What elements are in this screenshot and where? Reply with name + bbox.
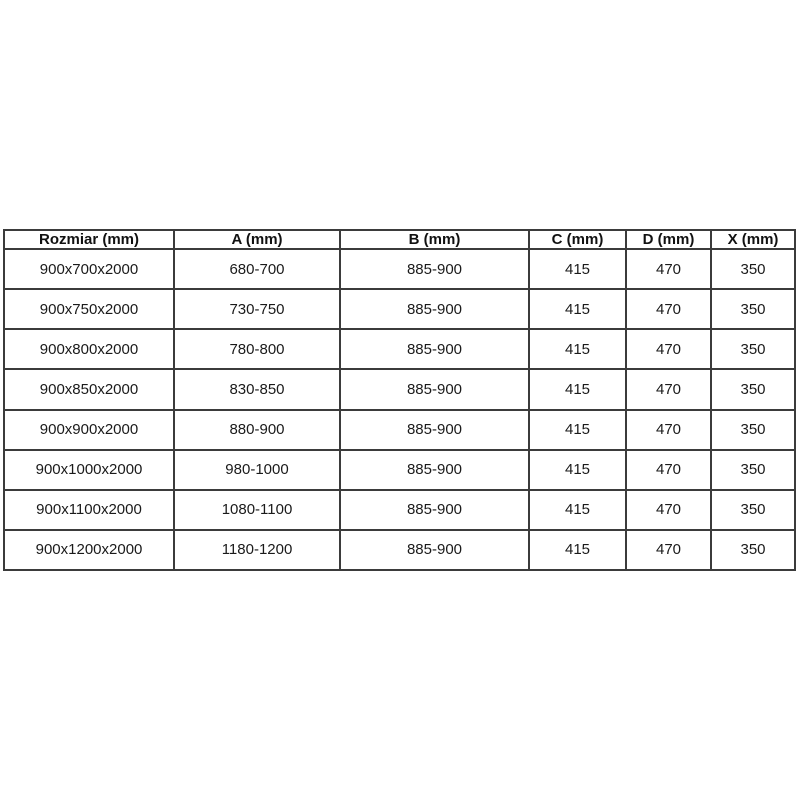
table-cell: 885-900 xyxy=(339,528,530,572)
column-header-rozmiar: Rozmiar (mm) xyxy=(3,229,175,250)
table-cell: 885-900 xyxy=(339,368,530,411)
table-cell: 980-1000 xyxy=(173,448,341,491)
table-cell: 470 xyxy=(625,408,712,451)
table-cell: 885-900 xyxy=(339,288,530,331)
column-header-x: X (mm) xyxy=(710,229,796,250)
table-cell: 350 xyxy=(710,368,796,411)
table-row: 900x800x2000 780-800 885-900 415 470 350 xyxy=(3,328,796,371)
table-cell: 470 xyxy=(625,488,712,531)
table-cell: 900x1100x2000 xyxy=(3,488,175,531)
table-cell: 415 xyxy=(528,288,627,331)
table-row: 900x900x2000 880-900 885-900 415 470 350 xyxy=(3,408,796,451)
table-cell: 780-800 xyxy=(173,328,341,371)
table-cell: 900x1000x2000 xyxy=(3,448,175,491)
column-header-b: B (mm) xyxy=(339,229,530,250)
table-cell: 350 xyxy=(710,288,796,331)
table-cell: 1180-1200 xyxy=(173,528,341,572)
table-row: 900x1100x2000 1080-1100 885-900 415 470 350 xyxy=(3,488,796,531)
table-cell: 730-750 xyxy=(173,288,341,331)
table-cell: 885-900 xyxy=(339,247,530,291)
table-cell: 350 xyxy=(710,488,796,531)
table-cell: 415 xyxy=(528,528,627,572)
table-cell: 900x850x2000 xyxy=(3,368,175,411)
table-cell: 830-850 xyxy=(173,368,341,411)
table-cell: 350 xyxy=(710,448,796,491)
table-cell: 470 xyxy=(625,528,712,572)
table-cell: 900x800x2000 xyxy=(3,328,175,371)
table-cell: 415 xyxy=(528,328,627,371)
table-cell: 880-900 xyxy=(173,408,341,451)
table-cell: 415 xyxy=(528,368,627,411)
table-cell: 900x700x2000 xyxy=(3,247,175,291)
table-cell: 885-900 xyxy=(339,448,530,491)
table-cell: 470 xyxy=(625,448,712,491)
column-header-c: C (mm) xyxy=(528,229,627,250)
table-cell: 885-900 xyxy=(339,328,530,371)
table-cell: 350 xyxy=(710,408,796,451)
table-cell: 415 xyxy=(528,448,627,491)
table-row: 900x1200x2000 1180-1200 885-900 415 470 350 xyxy=(3,528,796,572)
table-row: 900x750x2000 730-750 885-900 415 470 350 xyxy=(3,288,796,331)
table-cell: 470 xyxy=(625,247,712,291)
table-cell: 415 xyxy=(528,408,627,451)
table-cell: 470 xyxy=(625,328,712,371)
table-row: 900x850x2000 830-850 885-900 415 470 350 xyxy=(3,368,796,411)
table-header-row: Rozmiar (mm) A (mm) B (mm) C (mm) D (mm)… xyxy=(3,229,796,250)
table-cell: 1080-1100 xyxy=(173,488,341,531)
table-cell: 350 xyxy=(710,528,796,572)
table-cell: 900x900x2000 xyxy=(3,408,175,451)
table-cell: 900x1200x2000 xyxy=(3,528,175,572)
table-cell: 350 xyxy=(710,247,796,291)
table-cell: 415 xyxy=(528,488,627,531)
table-cell: 470 xyxy=(625,288,712,331)
dimensions-table: Rozmiar (mm) A (mm) B (mm) C (mm) D (mm)… xyxy=(3,229,796,572)
column-header-d: D (mm) xyxy=(625,229,712,250)
table-row: 900x1000x2000 980-1000 885-900 415 470 350 xyxy=(3,448,796,491)
table-body: 900x700x2000 680-700 885-900 415 470 350 900x7… xyxy=(3,247,796,572)
table-cell: 885-900 xyxy=(339,488,530,531)
table-cell: 415 xyxy=(528,247,627,291)
table-cell: 900x750x2000 xyxy=(3,288,175,331)
column-header-a: A (mm) xyxy=(173,229,341,250)
table-cell: 885-900 xyxy=(339,408,530,451)
table-row: 900x700x2000 680-700 885-900 415 470 350 xyxy=(3,247,796,291)
table-cell: 470 xyxy=(625,368,712,411)
table-cell: 680-700 xyxy=(173,247,341,291)
table-cell: 350 xyxy=(710,328,796,371)
